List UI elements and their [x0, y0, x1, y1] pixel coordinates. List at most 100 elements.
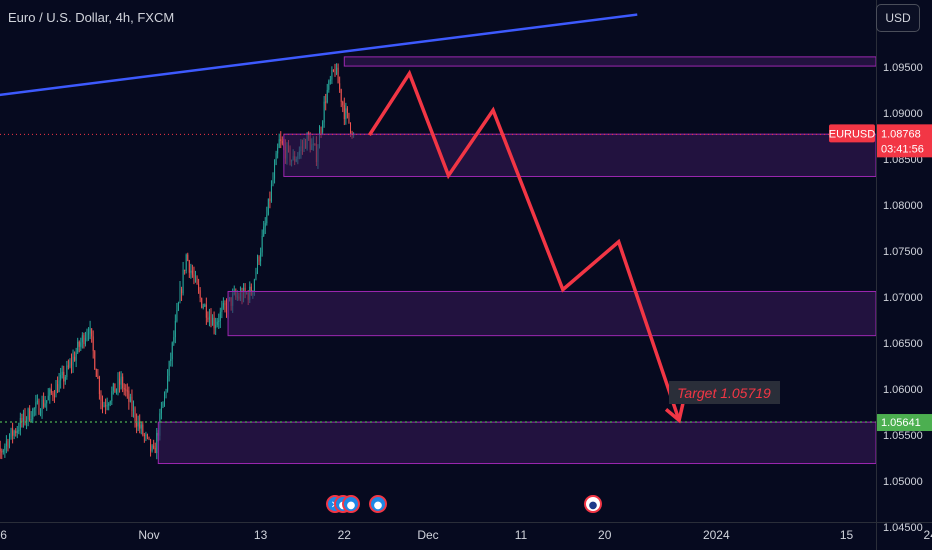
- candle: [40, 408, 41, 417]
- candle-body: [277, 147, 279, 154]
- candle-body: [244, 287, 246, 293]
- candle: [160, 401, 162, 420]
- candle-body: [208, 316, 210, 320]
- candle-body: [30, 419, 32, 421]
- candle: [44, 395, 46, 408]
- time-axis-tick: 13: [254, 528, 268, 542]
- candle-body: [187, 254, 189, 261]
- candle: [60, 367, 62, 389]
- candle-body: [216, 321, 218, 325]
- candle-body: [204, 304, 206, 307]
- candle: [57, 376, 59, 394]
- candle: [188, 259, 190, 278]
- candle-body: [346, 108, 348, 113]
- candle: [191, 264, 193, 278]
- candle: [337, 63, 339, 84]
- symbol-badge-text: EURUSD: [829, 128, 876, 140]
- candle: [143, 432, 145, 443]
- candle-body: [129, 396, 131, 402]
- candle-body: [164, 393, 165, 403]
- candle-body: [143, 434, 145, 436]
- candle: [0, 440, 1, 459]
- trendline: [0, 13, 638, 97]
- candle: [52, 391, 54, 402]
- candle-body: [117, 378, 119, 390]
- candle: [47, 388, 49, 401]
- candle: [117, 372, 119, 396]
- target-price-badge-bg: [877, 414, 932, 432]
- candle: [71, 353, 72, 374]
- candle-body: [257, 256, 258, 272]
- price-axis-tick: 1.08000: [883, 200, 923, 212]
- candle: [266, 206, 268, 226]
- candle: [162, 401, 164, 409]
- candle: [81, 332, 83, 349]
- candle-body: [40, 413, 41, 415]
- candle: [9, 433, 10, 449]
- candle-body: [128, 390, 130, 402]
- candle: [32, 407, 34, 424]
- candle-body: [193, 274, 195, 278]
- candle-body: [142, 424, 144, 435]
- candle: [224, 300, 226, 313]
- zone-rectangle: [157, 421, 876, 465]
- candle: [202, 303, 204, 310]
- candle-body: [258, 256, 260, 262]
- candle-body: [83, 335, 85, 345]
- candle: [2, 448, 4, 455]
- candle-body: [202, 306, 204, 308]
- candle: [204, 303, 206, 308]
- candle: [325, 93, 327, 111]
- candle-body: [221, 307, 223, 312]
- candle-body: [78, 341, 80, 347]
- candle-body: [71, 361, 72, 366]
- candle-body: [146, 434, 148, 437]
- candle: [84, 331, 86, 347]
- candle-body: [58, 380, 60, 393]
- candle: [216, 317, 218, 328]
- candle-body: [218, 320, 220, 322]
- candle-body: [181, 288, 183, 294]
- candle: [199, 287, 201, 303]
- candle-body: [174, 320, 176, 338]
- candle: [105, 398, 107, 415]
- candle: [29, 405, 31, 422]
- candle-body: [176, 310, 178, 321]
- candle: [19, 412, 21, 436]
- candle: [343, 97, 345, 126]
- currency-button[interactable]: USD: [876, 4, 920, 32]
- candle: [125, 384, 127, 397]
- price-axis-tick: 1.05000: [883, 476, 923, 488]
- candle-body: [150, 439, 152, 451]
- candle: [78, 340, 80, 353]
- candle-body: [154, 447, 156, 453]
- candle: [226, 298, 227, 318]
- candle-body: [177, 302, 179, 311]
- candle-body: [261, 235, 263, 253]
- candle: [95, 368, 97, 377]
- candle-body: [66, 365, 68, 377]
- candle: [133, 400, 134, 418]
- candle: [331, 66, 333, 84]
- candle-body: [35, 402, 37, 409]
- candle-body: [182, 269, 184, 294]
- candle: [213, 311, 215, 335]
- candle-body: [61, 371, 63, 376]
- candle-body: [119, 378, 121, 385]
- candle: [35, 394, 37, 416]
- candle: [122, 373, 124, 393]
- candle: [53, 389, 55, 403]
- candle: [18, 422, 20, 435]
- candle: [263, 220, 265, 237]
- candle-body: [213, 317, 215, 329]
- candle: [173, 330, 175, 346]
- candle-body: [29, 408, 31, 421]
- candle-body: [185, 254, 187, 271]
- candle-body: [32, 408, 34, 420]
- candle: [150, 438, 152, 457]
- candle: [80, 337, 82, 352]
- candle: [137, 415, 139, 431]
- candle: [201, 297, 203, 309]
